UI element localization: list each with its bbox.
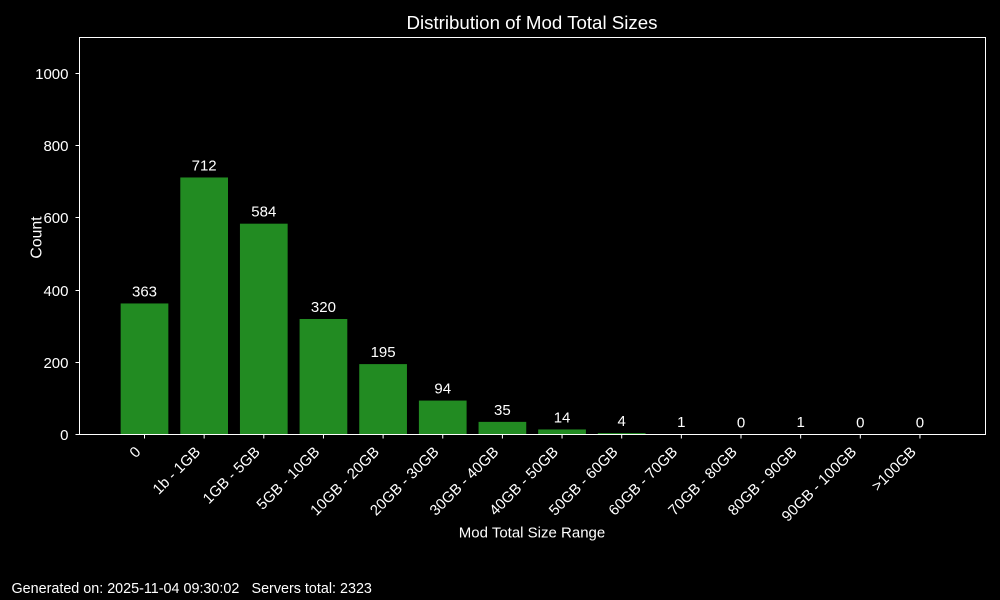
- svg-text:1: 1: [677, 414, 685, 431]
- svg-text:712: 712: [192, 157, 217, 174]
- svg-text:Servers total: 2323: Servers total: 2323: [252, 581, 372, 597]
- svg-text:363: 363: [132, 283, 157, 300]
- svg-text:Distribution of Mod Total Size: Distribution of Mod Total Sizes: [406, 12, 657, 33]
- svg-text:Count: Count: [29, 216, 46, 259]
- svg-text:600: 600: [43, 210, 68, 227]
- svg-text:0: 0: [737, 415, 745, 432]
- svg-text:14: 14: [554, 409, 571, 426]
- svg-text:0: 0: [916, 415, 924, 432]
- svg-text:1: 1: [796, 414, 804, 431]
- svg-text:0: 0: [60, 427, 68, 444]
- svg-text:0: 0: [856, 415, 864, 432]
- svg-text:320: 320: [311, 299, 336, 316]
- svg-text:35: 35: [494, 402, 511, 419]
- svg-text:195: 195: [371, 344, 396, 361]
- svg-text:Mod Total Size Range: Mod Total Size Range: [459, 525, 605, 542]
- svg-text:800: 800: [43, 138, 68, 155]
- svg-text:94: 94: [434, 381, 451, 398]
- svg-text:4: 4: [618, 413, 626, 430]
- svg-text:Generated on: 2025-11-04 09:30: Generated on: 2025-11-04 09:30:02: [12, 581, 240, 597]
- svg-text:400: 400: [43, 283, 68, 300]
- svg-text:200: 200: [43, 355, 68, 372]
- svg-text:584: 584: [251, 204, 276, 221]
- svg-text:1000: 1000: [35, 66, 68, 83]
